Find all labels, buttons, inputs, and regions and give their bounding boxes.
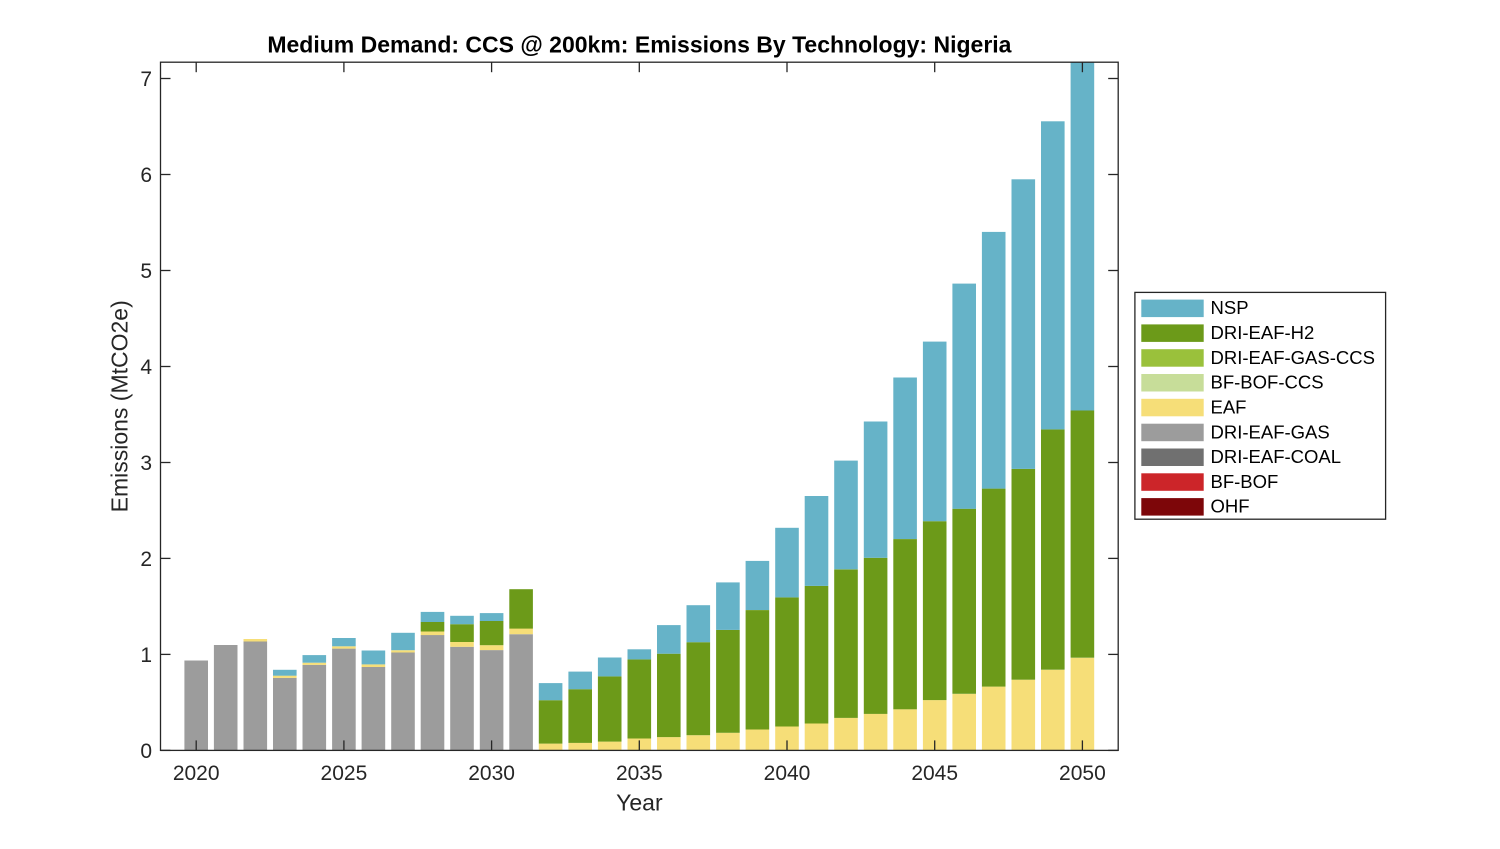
svg-text:5: 5 [140, 260, 152, 283]
svg-text:6: 6 [140, 164, 152, 187]
svg-text:Emissions (MtCO2e): Emissions (MtCO2e) [107, 300, 133, 512]
svg-text:DRI-EAF-H2: DRI-EAF-H2 [1211, 322, 1315, 343]
svg-text:2025: 2025 [321, 762, 368, 785]
svg-text:7: 7 [140, 68, 152, 91]
svg-text:2030: 2030 [468, 762, 515, 785]
svg-text:3: 3 [140, 452, 152, 475]
svg-text:0: 0 [140, 740, 152, 763]
svg-text:OHF: OHF [1211, 496, 1250, 517]
svg-text:NSP: NSP [1211, 297, 1249, 318]
svg-text:Medium Demand: CCS @ 200km: Em: Medium Demand: CCS @ 200km: Emissions By… [267, 32, 1011, 58]
svg-text:BF-BOF-CCS: BF-BOF-CCS [1211, 372, 1324, 393]
svg-text:2035: 2035 [616, 762, 663, 785]
svg-text:2040: 2040 [764, 762, 811, 785]
svg-text:DRI-EAF-GAS-CCS: DRI-EAF-GAS-CCS [1211, 347, 1375, 368]
svg-text:EAF: EAF [1211, 397, 1247, 418]
svg-text:2020: 2020 [173, 762, 220, 785]
svg-text:4: 4 [140, 356, 152, 379]
svg-text:BF-BOF: BF-BOF [1211, 471, 1279, 492]
svg-text:2045: 2045 [911, 762, 958, 785]
svg-text:DRI-EAF-COAL: DRI-EAF-COAL [1211, 446, 1342, 467]
svg-text:DRI-EAF-GAS: DRI-EAF-GAS [1211, 421, 1330, 442]
svg-text:Year: Year [616, 790, 663, 816]
svg-text:1: 1 [140, 644, 152, 667]
svg-text:2: 2 [140, 548, 152, 571]
svg-text:2050: 2050 [1059, 762, 1106, 785]
